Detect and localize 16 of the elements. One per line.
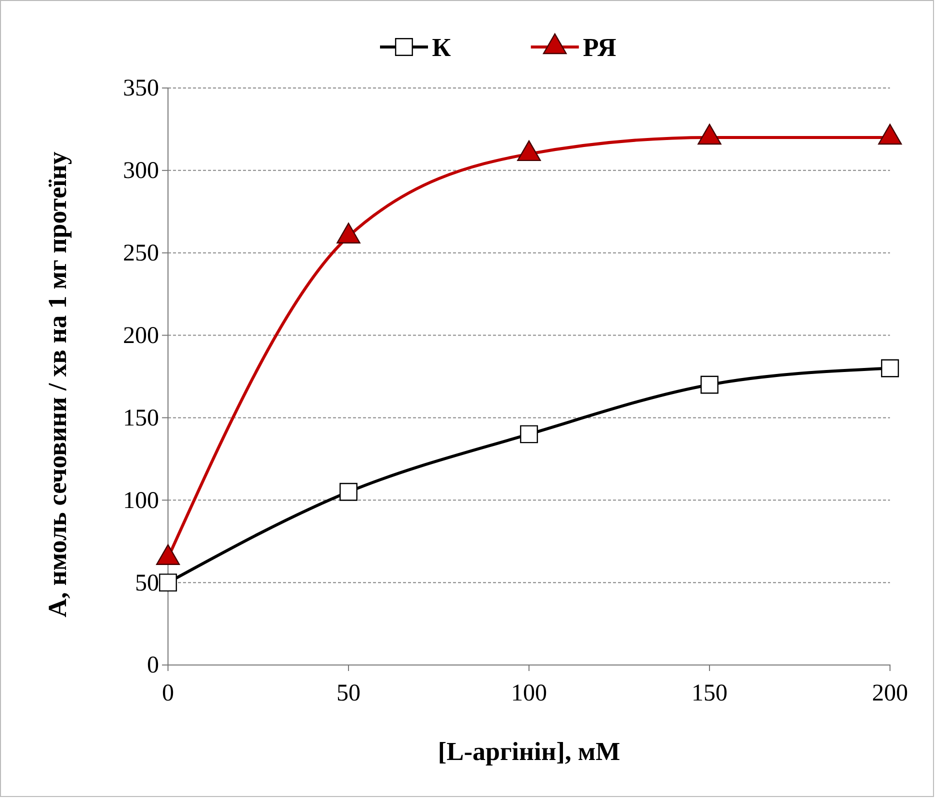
y-tick-label: 100 — [123, 488, 159, 514]
x-tick-label: 150 — [692, 680, 728, 706]
y-tick-label: 300 — [123, 158, 159, 184]
x-tick-label: 200 — [872, 680, 908, 706]
y-tick-label: 150 — [123, 405, 159, 432]
y-axis-title: A, нмоль сечовини / хв на 1 мг протеїну — [43, 152, 72, 618]
y-tick-label: 0 — [147, 652, 159, 679]
y-tick-label: 200 — [123, 322, 159, 349]
y-tick-label: 250 — [123, 240, 159, 267]
x-tick-label: 100 — [511, 680, 547, 706]
x-tick-label: 50 — [336, 680, 360, 706]
y-tick-label: 350 — [123, 76, 159, 102]
x-axis-title: [L-аргінін], мМ — [438, 737, 620, 766]
legend-label: К — [432, 33, 451, 62]
y-tick-label: 50 — [135, 570, 159, 596]
legend-label: РЯ — [582, 33, 616, 62]
